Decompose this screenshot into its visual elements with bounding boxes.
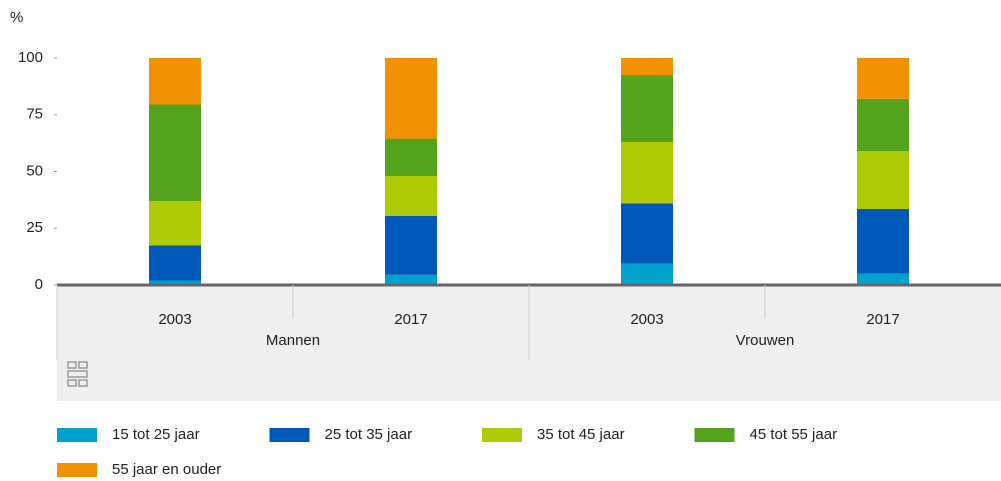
x-tick-label: 2003	[630, 311, 663, 328]
bar-segment	[621, 203, 673, 264]
legend-swatch	[482, 428, 522, 442]
group-label: Vrouwen	[736, 332, 795, 349]
y-tick-label: 75	[26, 106, 43, 123]
bar-segment	[857, 208, 909, 274]
group-label: Mannen	[266, 332, 320, 349]
bar-segment	[857, 58, 909, 99]
bar-segment	[149, 280, 201, 285]
bar-segment	[857, 151, 909, 209]
bar-segment	[385, 138, 437, 177]
bar-segment	[149, 245, 201, 281]
bar-segment	[385, 274, 437, 285]
x-tick-label: 2003	[158, 311, 191, 328]
y-tick-label: 100	[18, 49, 43, 66]
bar-segment	[857, 98, 909, 152]
bar-segment	[621, 263, 673, 285]
bar-segment	[621, 141, 673, 204]
bar-segment	[385, 58, 437, 139]
y-axis-label: %	[10, 9, 23, 26]
bar-segment	[385, 176, 437, 216]
legend-label: 35 tot 45 jaar	[537, 426, 625, 443]
legend-label: 55 jaar en ouder	[112, 461, 221, 478]
legend-label: 15 tot 25 jaar	[112, 426, 200, 443]
bar-segment	[149, 201, 201, 246]
legend-swatch	[57, 428, 97, 442]
y-tick-label: 0	[35, 276, 43, 293]
bar-segment	[149, 104, 201, 202]
legend-label: 45 tot 55 jaar	[750, 426, 838, 443]
legend-swatch	[57, 463, 97, 477]
bar-segment	[621, 75, 673, 142]
bar-segment	[149, 58, 201, 105]
legend-swatch	[269, 428, 310, 442]
bar-segment	[621, 58, 673, 76]
bar-segment	[857, 273, 909, 285]
logo	[67, 361, 88, 387]
y-tick-label: 50	[26, 162, 43, 179]
x-tick-label: 2017	[394, 311, 427, 328]
x-tick-label: 2017	[866, 311, 899, 328]
y-tick-label: 25	[26, 219, 43, 236]
bar-segment	[385, 215, 437, 275]
legend-label: 25 tot 35 jaar	[325, 426, 413, 443]
legend-swatch	[694, 428, 735, 442]
